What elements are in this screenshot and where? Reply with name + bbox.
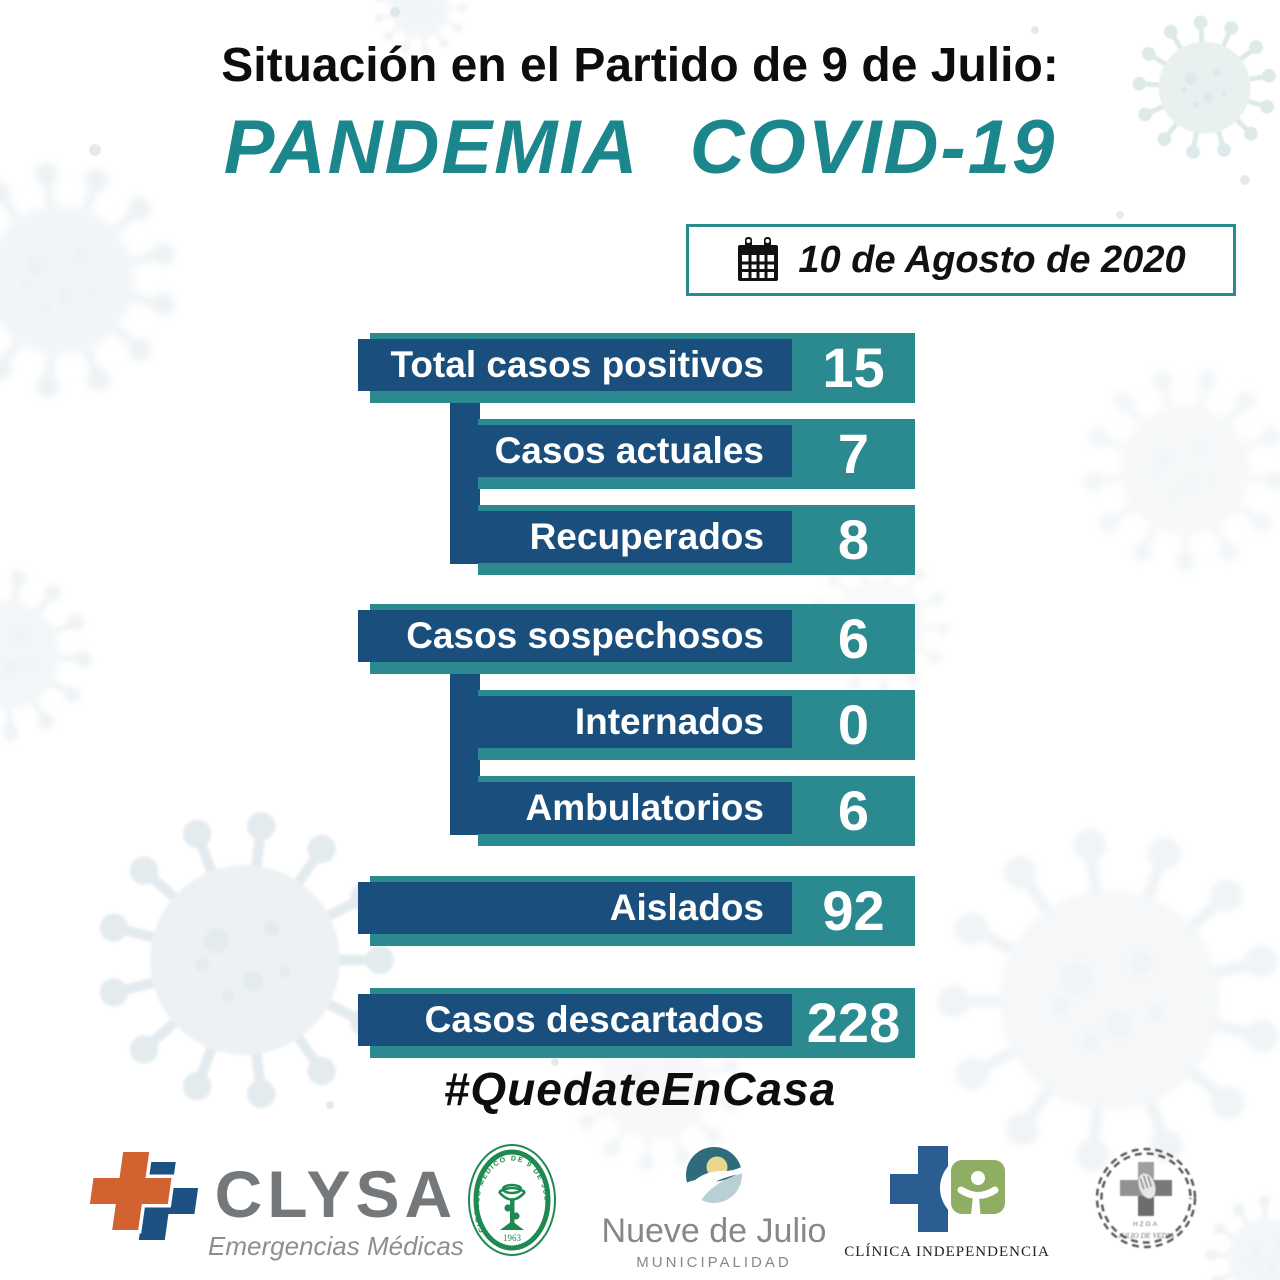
stat-value-7: 92 [822,879,885,942]
stat-label-4: Casos sospechosos [358,610,792,662]
clysa-logo: CLYSA Emergencias Médicas [84,1146,464,1264]
background-dot [89,144,101,156]
stat-value-6: 6 [837,779,870,842]
stat-value-3: 8 [837,508,870,571]
nueve-de-julio-name: Nueve de Julio [601,1212,827,1250]
circulo-year: 1963 [503,1233,522,1243]
tree-connector-2 [450,659,480,835]
stat-label-8: Casos descartados [358,994,792,1046]
stamp-text-line2: JULIO DE VEDIA [1118,1231,1175,1240]
hashtag: #QuedateEnCasa [443,1063,837,1115]
stat-value-2: 7 [837,422,870,485]
virus-illustration [0,163,175,398]
stat-value-5: 0 [837,693,870,756]
stamp-text-line1: HZGA [1133,1221,1159,1228]
tree-connector-1 [450,388,480,564]
stat-value-1: 15 [822,336,885,399]
virus-illustration [1132,15,1277,160]
virus-illustration [937,828,1279,1172]
clysa-subtitle: Emergencias Médicas [208,1231,464,1262]
nueve-de-julio-subtitle: MUNICIPALIDAD [636,1254,792,1271]
stat-label-3: Recuperados [478,511,792,563]
stat-label-6: Ambulatorios [478,782,792,834]
stat-value-8: 228 [806,991,901,1054]
background-dot [551,1058,559,1066]
virus-illustration [1083,370,1280,573]
background-dot [1240,175,1250,185]
stat-label-5: Internados [478,696,792,748]
nueve-de-julio-icon [685,1146,743,1204]
clysa-crosses-icon [84,1146,204,1264]
nueve-de-julio-logo: Nueve de Julio MUNICIPALIDAD [602,1146,826,1271]
background-dot [1031,26,1039,34]
page-title: Situación en el Partido de 9 de Julio: [221,39,1059,92]
stat-label-7: Aislados [358,882,792,934]
stat-label-1: Total casos positivos [358,339,792,391]
background-dot [1116,211,1124,219]
date-box: 10 de Agosto de 2020 [686,224,1236,296]
calendar-icon [736,237,780,283]
background-dot [390,7,400,17]
circulo-medico-logo: CIRCULO MEDICO DE 9 DE JULIO 1963 [466,1142,558,1269]
clinica-independencia-name: CLÍNICA INDEPENDENCIA [844,1244,1050,1260]
clinica-independencia-icon [881,1142,1013,1242]
virus-illustration [99,811,395,1109]
virus-illustration [0,569,92,742]
stat-value-4: 6 [837,607,870,670]
virus-illustration [1205,1195,1280,1280]
background-dot [326,1101,334,1109]
stat-label-2: Casos actuales [478,425,792,477]
clysa-wordmark: CLYSA [214,1157,458,1231]
clinica-independencia-logo: CLÍNICA INDEPENDENCIA [844,1142,1049,1261]
hospital-stamp-logo: HZGA JULIO DE VEDIA [1090,1144,1202,1261]
page-subtitle: PANDEMIA COVID-19 [223,105,1057,190]
date-text: 10 de Agosto de 2020 [798,238,1186,281]
